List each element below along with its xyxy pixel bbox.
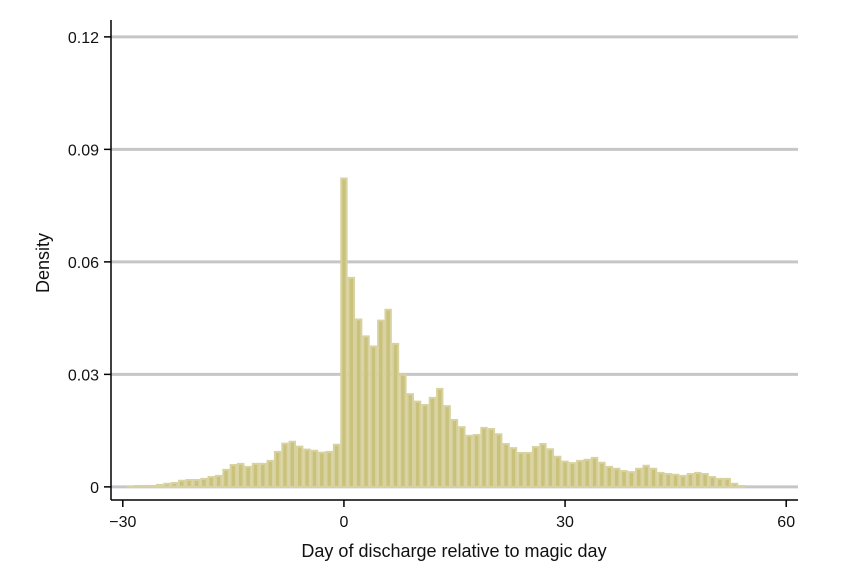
histogram-bar xyxy=(347,276,355,488)
histogram-bar xyxy=(671,473,680,488)
histogram-bar xyxy=(288,440,297,488)
bars xyxy=(126,177,746,488)
histogram-bar xyxy=(701,473,709,488)
histogram-bar xyxy=(377,319,385,488)
histogram-bar xyxy=(738,485,746,488)
histogram-bar xyxy=(391,342,400,488)
y-tick-label: 0.03 xyxy=(68,367,99,384)
histogram-bar xyxy=(384,308,392,488)
histogram-bar xyxy=(561,460,569,488)
histogram-bar xyxy=(222,468,230,488)
histogram-bar xyxy=(399,373,407,488)
x-axis-title: Day of discharge relative to magic day xyxy=(301,541,606,561)
histogram-bar xyxy=(458,426,466,488)
histogram-bar xyxy=(237,462,245,488)
histogram-bar xyxy=(708,476,717,488)
histogram-bar xyxy=(539,443,547,488)
histogram-bar xyxy=(730,482,739,488)
histogram-bar xyxy=(635,467,643,488)
histogram-bar xyxy=(251,462,260,488)
histogram-bar xyxy=(605,465,613,488)
histogram-bar xyxy=(657,471,665,488)
histogram-bar xyxy=(332,443,341,488)
histogram-bar xyxy=(612,467,621,488)
histogram-bar xyxy=(207,476,215,488)
histogram-bar xyxy=(310,449,319,488)
histogram-bar xyxy=(480,426,488,488)
y-tick-label: 0 xyxy=(90,480,99,497)
histogram-bar xyxy=(590,456,599,488)
histogram-bar xyxy=(266,459,274,488)
histogram-bar xyxy=(155,483,164,488)
x-tick-label: −30 xyxy=(109,514,136,531)
histogram-bar xyxy=(554,455,562,488)
histogram-bar xyxy=(369,345,378,488)
histogram-bar xyxy=(517,452,525,488)
histogram-bar xyxy=(421,404,429,488)
histogram-bar xyxy=(487,428,496,488)
histogram-bar xyxy=(686,473,695,488)
histogram-bar xyxy=(531,446,540,488)
histogram-bar xyxy=(170,482,179,488)
histogram-bar xyxy=(620,470,628,488)
histogram-bar xyxy=(133,485,142,488)
histogram-bar xyxy=(576,459,584,488)
y-tick-label: 0.06 xyxy=(68,255,99,272)
x-tick-label: 60 xyxy=(777,514,795,531)
histogram-bar xyxy=(303,448,311,488)
histogram-bar xyxy=(141,485,149,488)
histogram-bar xyxy=(185,479,193,488)
histogram-bar xyxy=(465,434,473,488)
histogram-bar xyxy=(325,450,333,488)
histogram-bar xyxy=(259,462,267,488)
histogram-bar xyxy=(318,451,326,488)
histogram-bar xyxy=(568,462,577,488)
histogram-bar xyxy=(598,461,606,488)
histogram-bar xyxy=(281,442,289,488)
histogram-bar xyxy=(148,485,156,488)
histogram-bar xyxy=(524,452,532,488)
histogram-bar xyxy=(694,471,702,488)
histogram-bar xyxy=(354,318,363,488)
tick-labels: 0 0.03 0.06 0.09 0.12 −30 0 30 60 xyxy=(68,30,795,531)
histogram-bar xyxy=(413,400,422,488)
y-axis-title: Density xyxy=(33,233,53,293)
histogram-bar xyxy=(649,467,658,488)
histogram-bar xyxy=(340,177,348,488)
x-tick-label: 30 xyxy=(556,514,574,531)
histogram-bar xyxy=(406,393,414,488)
y-tick-label: 0.09 xyxy=(68,142,99,159)
axes xyxy=(104,20,798,507)
histogram-bar xyxy=(472,434,481,488)
histogram-bar xyxy=(200,477,208,488)
histogram-bar xyxy=(716,477,724,488)
histogram-bar xyxy=(642,464,650,488)
histogram-bar xyxy=(583,458,591,488)
histogram-bar xyxy=(244,465,252,488)
histogram-bar xyxy=(443,405,451,488)
histogram-bar xyxy=(296,445,304,488)
histogram-bar xyxy=(229,464,238,488)
histogram-bar xyxy=(436,387,444,488)
histogram-bar xyxy=(723,477,731,488)
histogram-bar xyxy=(664,473,672,488)
histogram-bar xyxy=(495,433,503,488)
histogram-bar xyxy=(214,474,223,488)
histogram-bar xyxy=(428,396,437,488)
histogram-bar xyxy=(450,419,459,488)
x-tick-label: 0 xyxy=(339,514,348,531)
histogram-bar xyxy=(192,479,201,488)
histogram-bar xyxy=(679,474,687,488)
histogram-bar xyxy=(178,479,186,488)
histogram-bar xyxy=(509,447,518,488)
histogram-bar xyxy=(627,471,636,488)
histogram-bar xyxy=(546,448,555,488)
y-tick-label: 0.12 xyxy=(68,30,99,47)
histogram-bar xyxy=(362,335,370,488)
histogram-bar xyxy=(273,450,282,488)
histogram-bar xyxy=(502,443,510,488)
histogram-bar xyxy=(163,482,171,488)
